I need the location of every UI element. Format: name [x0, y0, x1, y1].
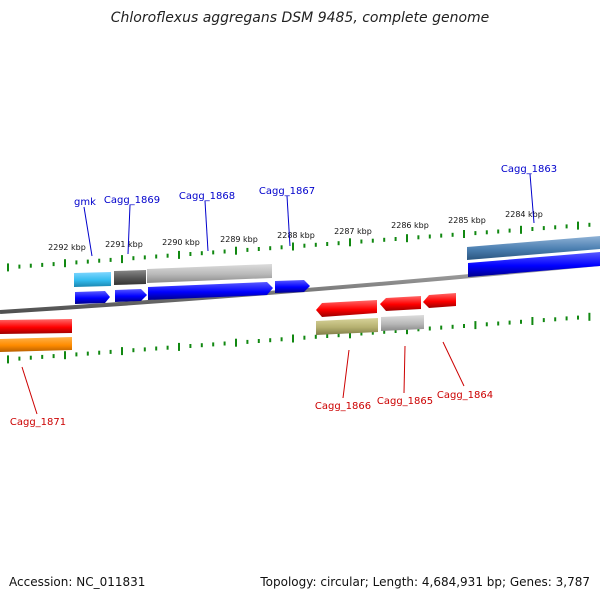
gene-label-cagg-1864[interactable]: Cagg_1864 [437, 390, 493, 401]
gene-feature-cagg-1867-cds[interactable] [275, 280, 310, 293]
gene-feature-cagg-1869-cds[interactable] [115, 289, 147, 302]
kbp-label: 2291 kbp [105, 240, 143, 249]
kbp-label: 2289 kbp [220, 235, 258, 244]
gene-label-cagg-1863[interactable]: Cagg_1863 [501, 164, 557, 175]
kbp-axis-labels: 2292 kbp 2291 kbp 2290 kbp 2289 kbp 2288… [48, 210, 543, 252]
kbp-label: 2284 kbp [505, 210, 543, 219]
kbp-label: 2286 kbp [391, 221, 429, 230]
leader-line-cagg-1863 [529, 173, 535, 224]
leader-line-cagg-1871 [21, 366, 38, 415]
gene-label-cagg-1868[interactable]: Cagg_1868 [179, 191, 235, 202]
minus-cds-track [0, 293, 456, 334]
map-title: Chloroflexus aggregans DSM 9485, complet… [111, 10, 490, 26]
minus-gene-track [0, 315, 424, 352]
plus-label-leaders [83, 173, 535, 257]
kbp-label: 2288 kbp [277, 231, 315, 240]
gene-feature-cagg-1865-cds[interactable] [380, 296, 421, 311]
gene-feature-cagg-1866[interactable] [316, 318, 378, 335]
gene-feature-cagg-1863-cds[interactable] [468, 252, 600, 277]
gene-feature-cagg-1871[interactable] [0, 337, 72, 352]
gene-feature-cagg-1868-cds[interactable] [148, 282, 273, 300]
gene-feature-cagg-1864-cds[interactable] [423, 293, 456, 308]
kbp-label: 2285 kbp [448, 216, 486, 225]
gene-feature-cagg-1868[interactable] [147, 264, 272, 283]
outer-tick-ring [7, 221, 591, 272]
gene-label-cagg-1865[interactable]: Cagg_1865 [377, 396, 433, 407]
gene-label-cagg-1869[interactable]: Cagg_1869 [104, 195, 160, 206]
minus-label-leaders [21, 341, 465, 415]
genome-summary-text: Topology: circular; Length: 4,684,931 bp… [259, 575, 590, 589]
gene-feature-cagg-1871-cds[interactable] [0, 319, 72, 334]
gene-feature-cagg-1866-cds[interactable] [316, 300, 377, 317]
gene-feature-gmk-cds[interactable] [75, 291, 110, 304]
leader-line-cagg-1866 [342, 349, 350, 399]
kbp-label: 2287 kbp [334, 227, 372, 236]
plus-gene-track [74, 236, 600, 287]
leader-line-cagg-1867 [286, 195, 291, 247]
minus-gene-labels: Cagg_1871 Cagg_1866 Cagg_1865 Cagg_1864 [10, 390, 493, 428]
gene-label-cagg-1867[interactable]: Cagg_1867 [259, 186, 315, 197]
leader-line-cagg-1865 [403, 345, 406, 394]
accession-text: Accession: NC_011831 [9, 575, 145, 589]
gene-feature-cagg-1865[interactable] [381, 315, 424, 331]
kbp-label: 2292 kbp [48, 243, 86, 252]
leader-line-cagg-1869 [127, 204, 131, 255]
leader-line-cagg-1868 [204, 200, 209, 252]
gene-feature-gmk[interactable] [74, 272, 111, 287]
inner-tick-ring [7, 312, 591, 364]
leader-line-gmk [83, 206, 93, 257]
gene-label-cagg-1866[interactable]: Cagg_1866 [315, 401, 371, 412]
gene-feature-cagg-1869[interactable] [114, 270, 146, 285]
gene-label-cagg-1871[interactable]: Cagg_1871 [10, 417, 66, 428]
leader-line-cagg-1864 [442, 341, 465, 387]
gene-feature-cagg-1863[interactable] [467, 236, 600, 260]
plus-cds-track [75, 252, 600, 304]
plus-gene-labels: gmk Cagg_1869 Cagg_1868 Cagg_1867 Cagg_1… [74, 164, 557, 208]
gene-label-gmk[interactable]: gmk [74, 197, 96, 208]
kbp-label: 2290 kbp [162, 238, 200, 247]
